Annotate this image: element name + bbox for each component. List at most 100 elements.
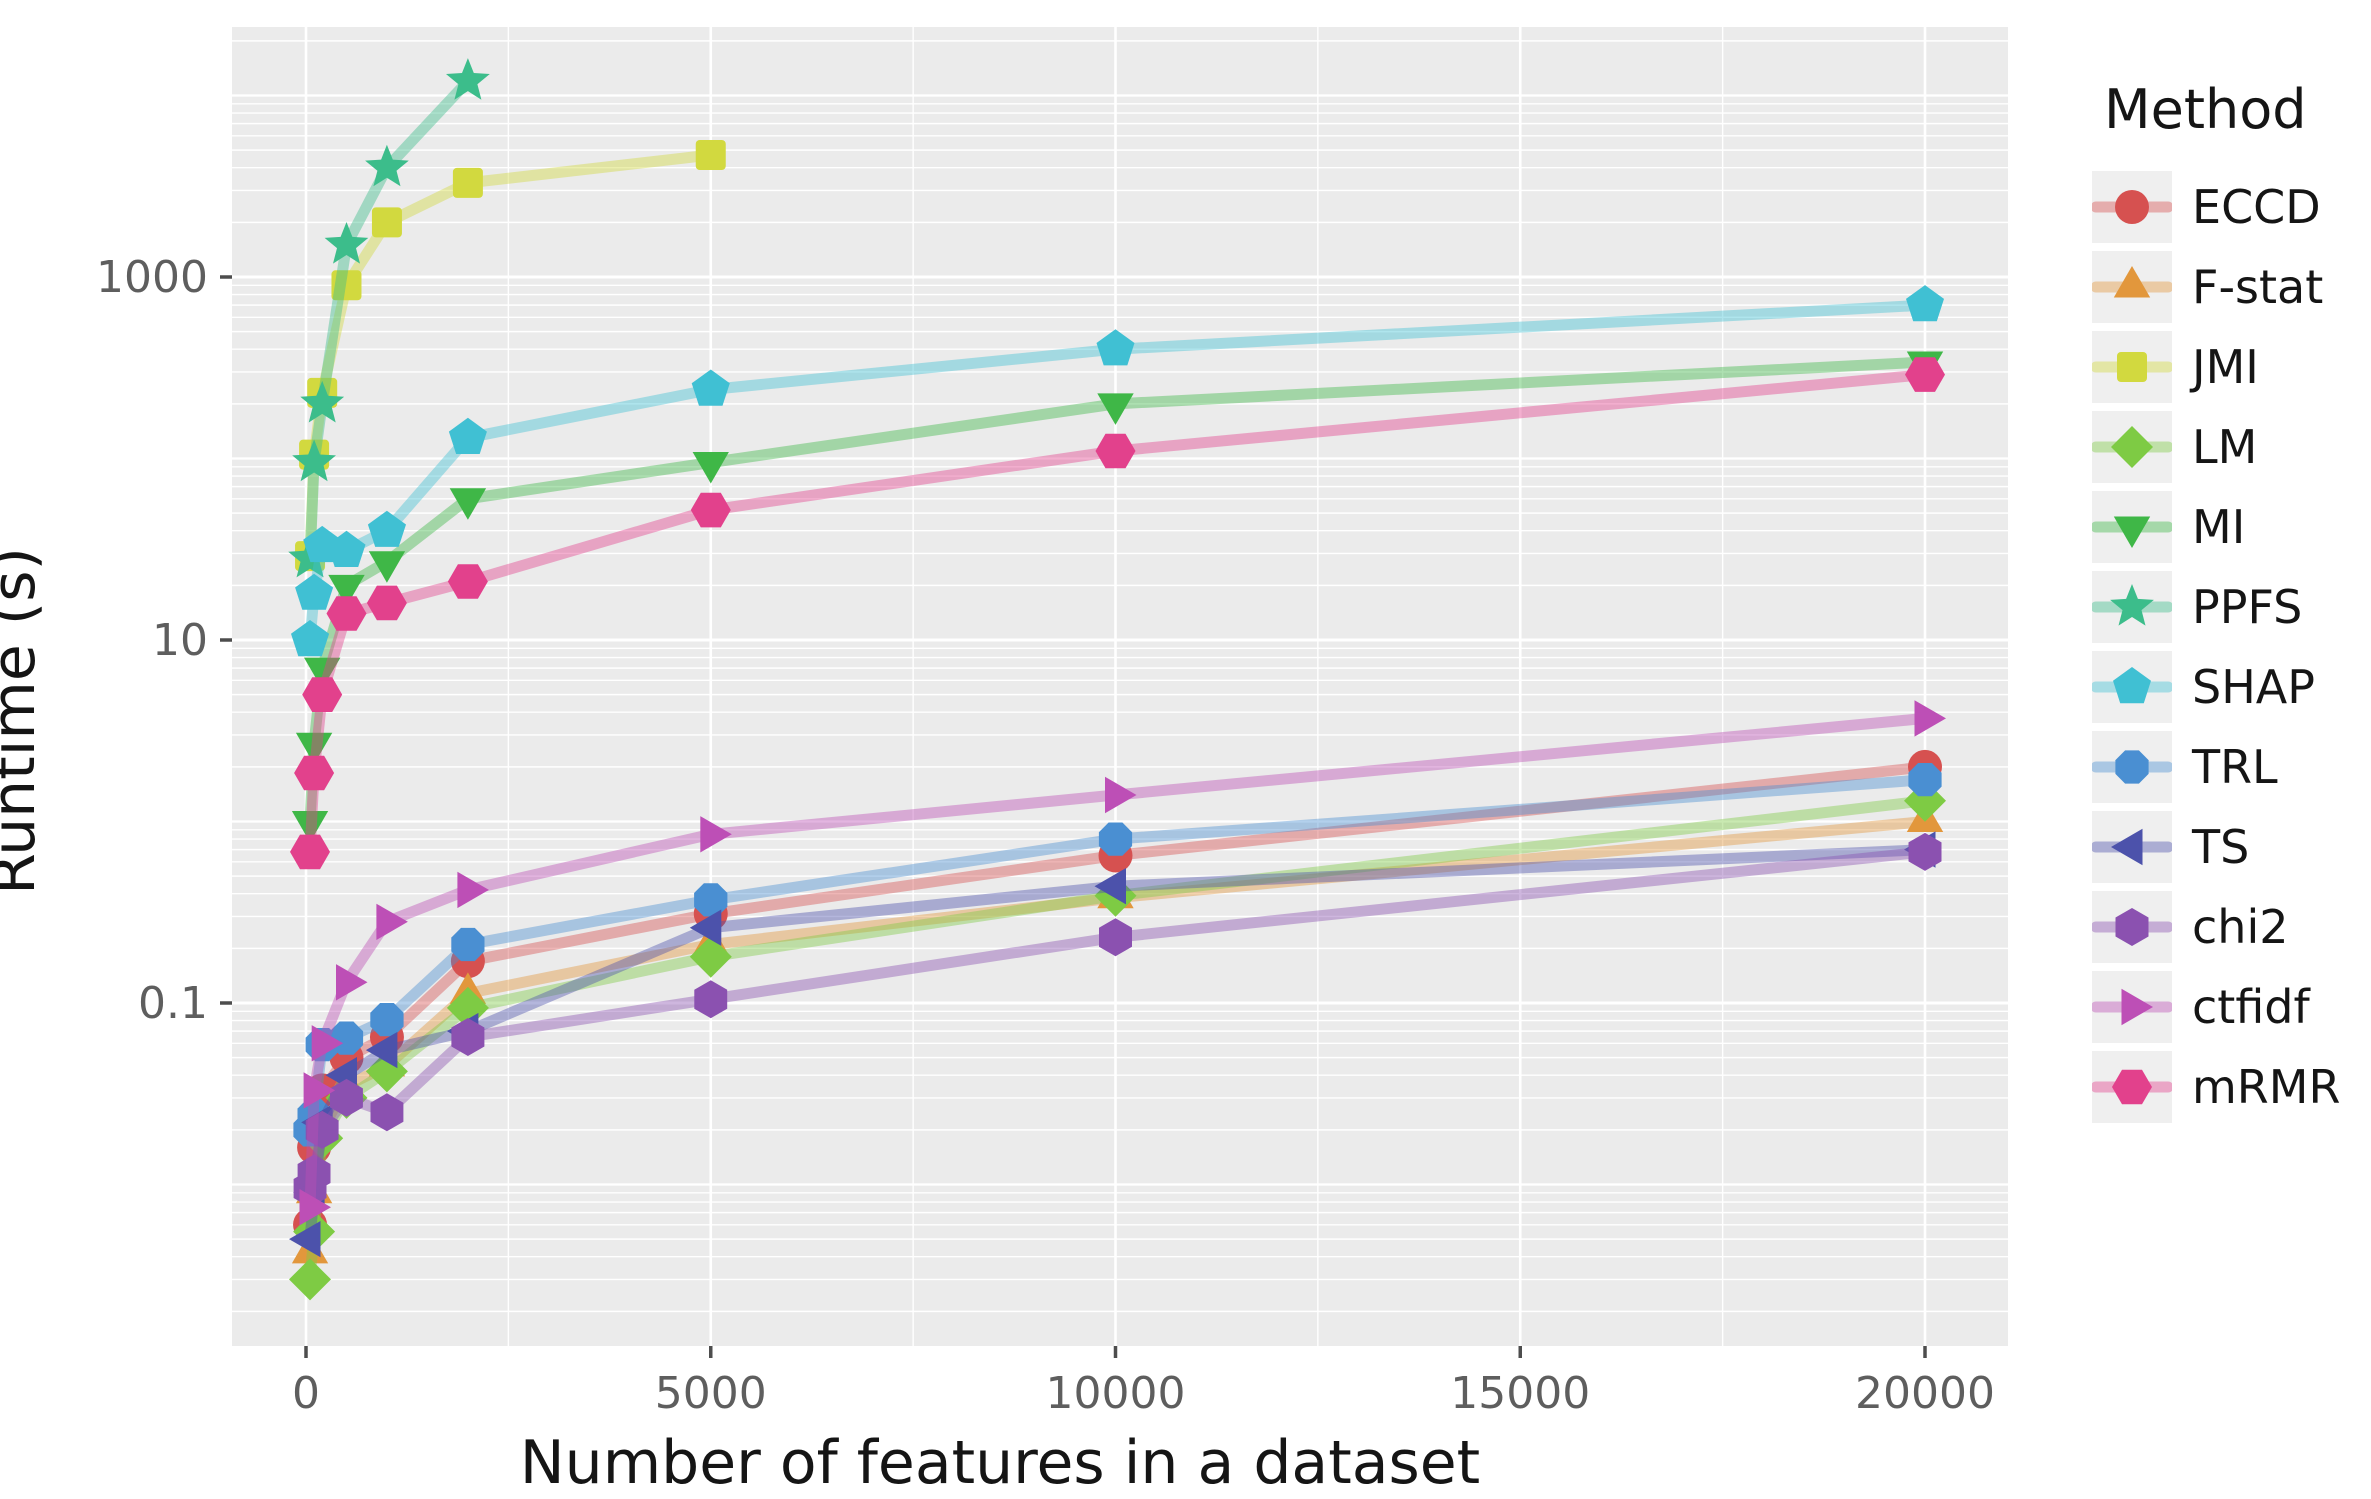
MI-marker (449, 488, 487, 520)
TRL-marker (370, 1003, 404, 1037)
PPFS-legend-marker (2110, 584, 2154, 626)
JMI-legend-marker (2117, 352, 2147, 382)
legend-item-mRMR: mRMR (2092, 1047, 2340, 1127)
chi2-marker (305, 1110, 339, 1149)
legend-item-label: ECCD (2192, 180, 2321, 234)
x-tick-label: 10000 (1046, 1368, 1186, 1419)
LM-legend-marker (2111, 426, 2153, 468)
ctfidf-marker (376, 903, 408, 940)
legend-item-LM: LM (2092, 407, 2340, 487)
ctfidf-marker (303, 1072, 336, 1109)
legend-item-chi2: chi2 (2092, 887, 2340, 967)
legend-item-SHAP: SHAP (2092, 647, 2340, 727)
SHAP-marker (291, 620, 330, 657)
chi2-marker (330, 1078, 363, 1117)
series-line-PPFS (304, 75, 474, 565)
mRMR-marker (366, 585, 407, 621)
ctfidf-marker (311, 1025, 344, 1062)
JMI-marker (695, 140, 726, 171)
series-mRMR (290, 357, 1945, 870)
mRMR-marker (294, 755, 335, 791)
legend-item-JMI: JMI (2092, 327, 2340, 407)
legend: Method ECCD F-stat JMI LM MI PPFS SHAP TRL TS chi… (2092, 78, 2340, 1127)
SHAP-marker (448, 417, 487, 454)
legend-key-PPFS (2092, 571, 2172, 643)
LM-marker (289, 1258, 331, 1301)
PPFS-marker (292, 439, 336, 482)
TS-marker (1094, 868, 1126, 905)
legend-title: Method (2104, 78, 2307, 141)
TS-marker (365, 1031, 398, 1069)
legend-item-TS: TS (2092, 807, 2340, 887)
legend-item-ECCD: ECCD (2092, 167, 2340, 247)
ctfidf-marker (457, 871, 489, 909)
MI-legend-marker (2113, 516, 2151, 548)
TRL-marker (329, 1021, 364, 1055)
chi2-legend-marker (2115, 908, 2149, 946)
F-stat-legend-marker (2113, 266, 2151, 298)
MI-marker (295, 732, 333, 765)
ctfidf-marker (336, 964, 368, 1001)
plot-panel (232, 27, 2008, 1346)
x-axis-title: Number of features in a dataset (519, 1428, 1481, 1498)
y-tick-label: 0.1 (138, 978, 208, 1029)
axis-ticks: 0 5000 10000 15000 20000 0.1 10 1000 (96, 252, 1995, 1419)
MI-marker (328, 574, 365, 607)
legend-key-F-stat (2092, 251, 2172, 323)
MI-marker (291, 811, 329, 843)
legend-key-ECCD (2092, 171, 2172, 243)
TS-marker (689, 909, 722, 946)
legend-item-label: TRL (2192, 740, 2278, 794)
PPFS-marker (365, 144, 409, 187)
mRMR-marker (1095, 433, 1136, 469)
SHAP-marker (295, 573, 334, 610)
MI-marker (368, 551, 406, 583)
x-tick-label: 15000 (1450, 1368, 1590, 1419)
legend-item-TRL: TRL (2092, 727, 2340, 807)
legend-key-LM (2092, 411, 2172, 483)
legend-key-TRL (2092, 731, 2172, 803)
chi2-marker (451, 1018, 485, 1056)
mRMR-marker (290, 834, 330, 870)
y-tick-label: 10 (152, 615, 208, 666)
legend-items: ECCD F-stat JMI LM MI PPFS SHAP TRL TS chi2 ctfidf… (2092, 167, 2340, 1127)
chi2-marker (1908, 832, 1942, 871)
LM-marker (689, 935, 732, 978)
JMI-marker (371, 207, 402, 238)
mRMR-marker (326, 596, 367, 631)
SHAP-legend-marker (2113, 667, 2151, 704)
SHAP-marker (1096, 329, 1135, 366)
series-chi2 (293, 832, 1942, 1208)
ctfidf-marker (700, 816, 732, 853)
y-tick-label: 1000 (96, 252, 208, 303)
legend-item-label: F-stat (2192, 260, 2324, 314)
legend-key-mRMR (2092, 1051, 2172, 1123)
x-tick-label: 0 (292, 1368, 320, 1419)
series-ctfidf (299, 700, 1946, 1226)
MI-marker (692, 452, 729, 484)
legend-item-label: MI (2192, 500, 2246, 554)
MI-marker (1097, 393, 1134, 425)
legend-item-label: PPFS (2192, 580, 2303, 634)
legend-item-ctfidf: ctfidf (2092, 967, 2340, 1047)
legend-item-label: ctfidf (2192, 980, 2310, 1034)
legend-key-SHAP (2092, 651, 2172, 723)
mRMR-marker (447, 564, 488, 599)
legend-item-PPFS: PPFS (2092, 567, 2340, 647)
chi2-marker (297, 1154, 331, 1193)
ctfidf-legend-marker (2121, 988, 2153, 1026)
x-tick-label: 5000 (655, 1368, 767, 1419)
TRL-legend-marker (2115, 750, 2149, 784)
mRMR-legend-marker (2112, 1069, 2152, 1105)
mRMR-marker (302, 677, 343, 712)
y-axis-title-text: Runtime (s) (0, 547, 49, 895)
MI-marker (304, 657, 341, 690)
SHAP-marker (691, 369, 730, 406)
ctfidf-marker (299, 1189, 331, 1226)
SHAP-marker (367, 510, 406, 547)
legend-key-chi2 (2092, 891, 2172, 963)
legend-item-F-stat: F-stat (2092, 247, 2340, 327)
legend-item-label: LM (2192, 420, 2258, 474)
